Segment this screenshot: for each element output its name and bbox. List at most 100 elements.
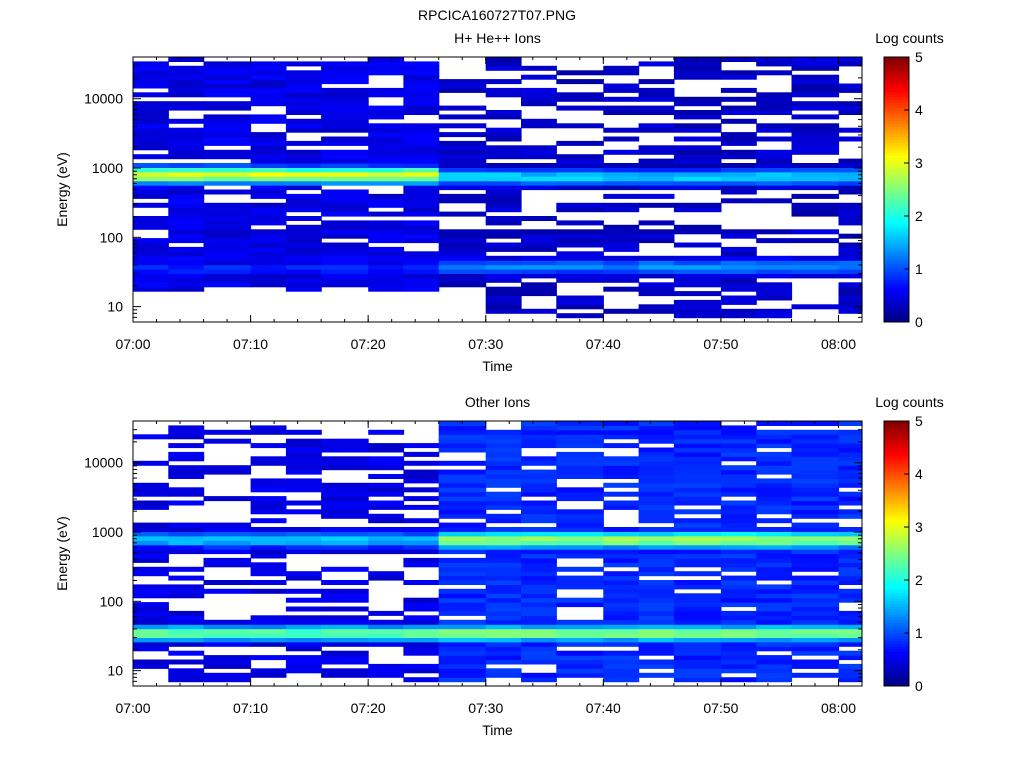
colorbar-segment [884, 553, 909, 557]
heatmap-cell [756, 478, 793, 484]
heatmap-cell [168, 251, 205, 257]
heatmap-cell [791, 260, 840, 266]
heatmap-cell [203, 132, 252, 138]
heatmap-cell [203, 207, 252, 213]
heatmap-cell [168, 154, 205, 160]
heatmap-cell [556, 496, 604, 502]
heatmap-cell [438, 487, 487, 493]
heatmap-cell [673, 650, 722, 656]
heatmap-cell [838, 163, 863, 168]
heatmap-cell [556, 438, 604, 444]
heatmap-cell [485, 500, 522, 506]
heatmap-cell [638, 610, 675, 616]
heatmap-cell [556, 602, 604, 608]
heatmap-cell [673, 70, 722, 76]
heatmap-cell [368, 518, 405, 524]
heatmap-cell [285, 127, 322, 133]
heatmap-cell [521, 491, 557, 497]
heatmap-cell [603, 531, 640, 537]
heatmap-cell [368, 87, 405, 93]
heatmap-cell [368, 61, 405, 67]
heatmap-cell [285, 277, 322, 283]
heatmap-cell [720, 650, 757, 656]
heatmap-cell [403, 580, 440, 585]
colorbar-segment [884, 479, 909, 483]
heatmap-cell [791, 482, 840, 488]
heatmap-cell [368, 527, 405, 532]
heatmap-cell [556, 229, 604, 235]
heatmap-cell [720, 566, 757, 572]
heatmap-cell [756, 158, 793, 164]
heatmap-cell [485, 92, 522, 98]
heatmap-cell [720, 299, 757, 305]
heatmap-cell [673, 96, 722, 102]
heatmap-cell [521, 92, 557, 98]
heatmap-cell [168, 637, 205, 643]
heatmap-cell [250, 216, 287, 221]
heatmap-cell [250, 562, 287, 568]
colorbar-segment [884, 139, 909, 143]
heatmap-cell [403, 531, 440, 537]
heatmap-cell [168, 650, 205, 656]
heatmap-cell [368, 198, 405, 204]
heatmap-cell [368, 70, 405, 76]
heatmap-cell [321, 655, 369, 661]
heatmap-cell [756, 496, 793, 502]
heatmap-cell [673, 535, 722, 541]
heatmap-cell [791, 588, 840, 594]
colorbar-segment [884, 611, 909, 615]
heatmap-cell [321, 87, 369, 93]
heatmap-cell [556, 655, 604, 661]
heatmap-cell [168, 57, 205, 62]
heatmap-cell [438, 193, 487, 199]
heatmap-cell [673, 641, 722, 647]
heatmap-cell [403, 527, 440, 532]
heatmap-cell [168, 527, 205, 532]
colorbar-segment [884, 670, 909, 674]
colorbar-segment [884, 210, 909, 214]
heatmap-cell [791, 659, 840, 665]
colorbar-segment [884, 306, 909, 310]
heatmap-cell [673, 101, 722, 107]
colorbar-segment [884, 75, 909, 79]
heatmap-cell [368, 114, 405, 120]
colorbar-segment [884, 133, 909, 137]
heatmap-cell [368, 246, 405, 252]
heatmap-cell [720, 229, 757, 235]
heatmap-cell [321, 549, 369, 555]
heatmap-cell [791, 496, 840, 502]
heatmap-cell [756, 606, 793, 612]
heatmap-cell [285, 216, 322, 221]
heatmap-cell [791, 650, 840, 656]
heatmap-cell [368, 176, 405, 182]
colorbar-segment [884, 125, 909, 130]
heatmap-cell [485, 246, 522, 252]
heatmap-cell [485, 220, 522, 226]
heatmap-cell [438, 255, 487, 261]
heatmap-cell [485, 434, 522, 440]
heatmap-cell [285, 637, 322, 643]
heatmap-cell [838, 562, 863, 568]
heatmap-cell [133, 65, 169, 71]
heatmap-cell [168, 443, 205, 449]
heatmap-cell [368, 167, 405, 173]
colorbar-segment [884, 556, 909, 560]
heatmap-cell [485, 269, 522, 274]
heatmap-cell [438, 646, 487, 652]
heatmap-cell [321, 580, 369, 585]
heatmap-cell [638, 482, 675, 488]
colorbar-segment [884, 83, 909, 87]
heatmap-cell [438, 260, 487, 266]
heatmap-cell [638, 158, 675, 164]
heatmap-cell [133, 79, 169, 85]
heatmap-cell [203, 535, 252, 541]
colorbar-segment [884, 476, 909, 480]
heatmap-cell [203, 65, 252, 71]
heatmap-cell [285, 61, 322, 67]
heatmap-cell [368, 513, 405, 519]
heatmap-cell [756, 602, 793, 608]
heatmap-cell [438, 145, 487, 151]
heatmap-cell [285, 70, 322, 76]
colorbar-segment [884, 495, 909, 499]
heatmap-cell [556, 304, 604, 310]
